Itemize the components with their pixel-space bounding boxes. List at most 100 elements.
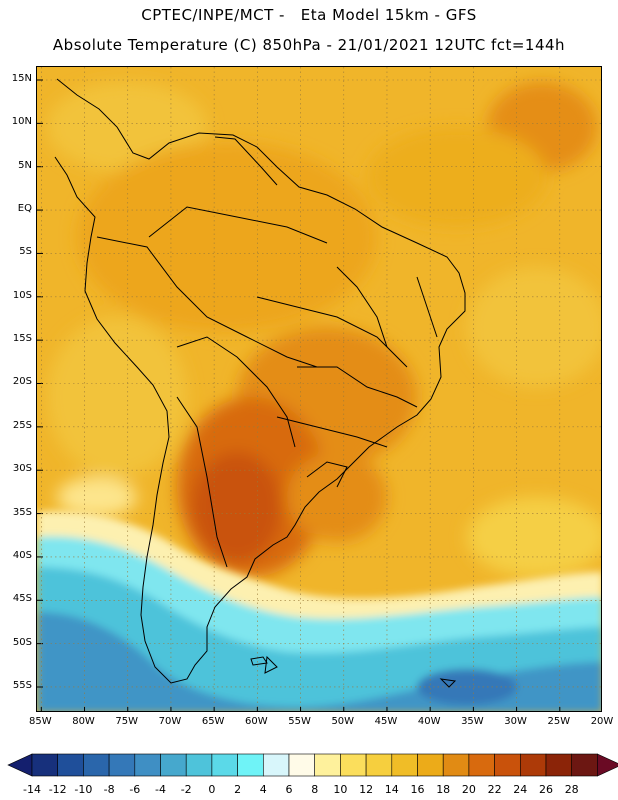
colorbar-tick-label: 0 bbox=[208, 783, 216, 796]
colorbar-swatch bbox=[314, 753, 341, 777]
colorbar-tick-label: -8 bbox=[103, 783, 115, 796]
field-blob bbox=[367, 127, 547, 227]
colorbar-under-triangle bbox=[7, 753, 33, 777]
colorbar-tick-label: 8 bbox=[311, 783, 319, 796]
lat-tick-label: 55S bbox=[12, 679, 32, 691]
colorbar-tick-label: 14 bbox=[384, 783, 399, 796]
lat-tick-label: 5S bbox=[19, 246, 32, 258]
colorbar-swatch bbox=[262, 753, 290, 777]
colorbar-tick-label: -12 bbox=[48, 783, 67, 796]
colorbar-swatch bbox=[83, 753, 110, 777]
lon-tick-label: 80W bbox=[72, 716, 95, 727]
lat-tick-label: 10S bbox=[12, 289, 32, 301]
lat-tick-label: 50S bbox=[12, 636, 32, 648]
cold-field bbox=[37, 511, 601, 711]
colorbar-tick-label: 26 bbox=[539, 783, 553, 796]
island bbox=[264, 655, 278, 674]
map-panel bbox=[36, 66, 602, 712]
colorbar-swatch bbox=[468, 753, 495, 777]
field-blob bbox=[417, 669, 517, 705]
colorbar-tick-label: -6 bbox=[129, 783, 141, 796]
lat-tick-label: 20S bbox=[12, 376, 32, 388]
colorbar-swatch bbox=[288, 753, 316, 777]
colorbar-over-triangle bbox=[597, 753, 618, 777]
colorbar-tick-label: 16 bbox=[410, 783, 425, 796]
colorbar-swatch bbox=[211, 753, 238, 777]
country-border bbox=[214, 136, 278, 186]
colorbar-tick-label: -14 bbox=[23, 783, 41, 796]
colorbar-swatch bbox=[417, 753, 444, 777]
lon-tick-label: 85W bbox=[29, 716, 52, 727]
colorbar-tick-label: 6 bbox=[285, 783, 293, 796]
lat-tick-label: EQ bbox=[17, 203, 32, 215]
colorbar-swatch bbox=[108, 753, 136, 777]
colorbar-swatch bbox=[340, 753, 367, 777]
field-blob bbox=[47, 317, 187, 477]
colorbar-swatch bbox=[237, 753, 264, 777]
lon-tick-label: 30W bbox=[504, 716, 527, 727]
country-border bbox=[96, 236, 318, 368]
colorbar-tick-label: 18 bbox=[436, 783, 451, 796]
lon-tick-label: 50W bbox=[331, 716, 355, 727]
lon-tick-label: 40W bbox=[417, 716, 441, 727]
colorbar-tick-label: -2 bbox=[180, 783, 192, 796]
graticule bbox=[37, 67, 601, 711]
lat-tick-label: 15N bbox=[11, 73, 32, 84]
lon-tick-label: 25W bbox=[547, 716, 571, 727]
country-border bbox=[176, 336, 296, 448]
colorbar-swatch bbox=[442, 753, 470, 777]
colorbar-tick-label: 10 bbox=[333, 783, 348, 796]
colorbar bbox=[7, 753, 618, 777]
field-blob bbox=[77, 142, 377, 332]
lat-tick-label: 25S bbox=[12, 419, 32, 431]
field-blob bbox=[467, 267, 601, 387]
lon-tick-label: 55W bbox=[288, 716, 311, 727]
colorbar-tick-label: 4 bbox=[259, 783, 267, 796]
state-border bbox=[416, 276, 438, 338]
lon-tick-label: 60W bbox=[245, 716, 268, 727]
colorbar-tick-label: 22 bbox=[487, 783, 502, 796]
colorbar-swatch bbox=[31, 753, 59, 777]
colorbar-tick-label: -4 bbox=[155, 783, 166, 796]
colorbar-swatch bbox=[57, 753, 84, 777]
lat-tick-label: 15S bbox=[12, 333, 32, 345]
colorbar-tick-label: 24 bbox=[513, 783, 528, 796]
colorbar-swatch bbox=[571, 753, 598, 777]
state-border bbox=[336, 266, 388, 348]
lat-tick-label: 5N bbox=[18, 159, 32, 171]
field-blob bbox=[57, 477, 137, 517]
colorbar-swatch bbox=[519, 753, 547, 777]
island bbox=[439, 678, 457, 688]
lat-tick-label: 10N bbox=[11, 116, 32, 128]
lat-tick-label: 30S bbox=[12, 463, 32, 475]
field-blob bbox=[467, 497, 601, 577]
colorbar-swatch bbox=[494, 753, 521, 777]
country-border bbox=[148, 206, 328, 244]
lon-tick-label: 75W bbox=[115, 716, 139, 727]
country-border bbox=[176, 396, 228, 568]
colorbar-tick-label: -10 bbox=[74, 783, 93, 796]
coastlines bbox=[54, 78, 466, 688]
map-title-line-2: Absolute Temperature (C) 850hPa - 21/01/… bbox=[52, 36, 566, 54]
island bbox=[250, 656, 268, 666]
country-border bbox=[306, 461, 348, 488]
state-border bbox=[297, 366, 418, 408]
colorbar-swatch bbox=[160, 753, 187, 777]
colorbar-tick-label: 2 bbox=[234, 783, 242, 796]
colorbar-tick-label: 20 bbox=[461, 783, 476, 796]
lat-tick-label: 40S bbox=[12, 549, 32, 561]
colorbar-swatch bbox=[134, 753, 161, 777]
colorbar-swatch bbox=[185, 753, 213, 777]
temperature-map bbox=[37, 67, 601, 711]
map-title-line-1: CPTEC/INPE/MCT - Eta Model 15km - GFS bbox=[141, 6, 477, 24]
state-border bbox=[276, 416, 388, 448]
lon-tick-label: 65W bbox=[201, 716, 225, 727]
colorbar-swatch bbox=[545, 753, 573, 777]
field-blob bbox=[47, 82, 207, 172]
colorbar-swatch bbox=[365, 753, 393, 777]
colorbar-tick-label: 28 bbox=[564, 783, 579, 796]
lon-tick-label: 45W bbox=[374, 716, 398, 727]
colorbar-swatch bbox=[391, 753, 418, 777]
lon-tick-label: 20W bbox=[590, 716, 614, 727]
lat-tick-label: 45S bbox=[12, 593, 32, 605]
